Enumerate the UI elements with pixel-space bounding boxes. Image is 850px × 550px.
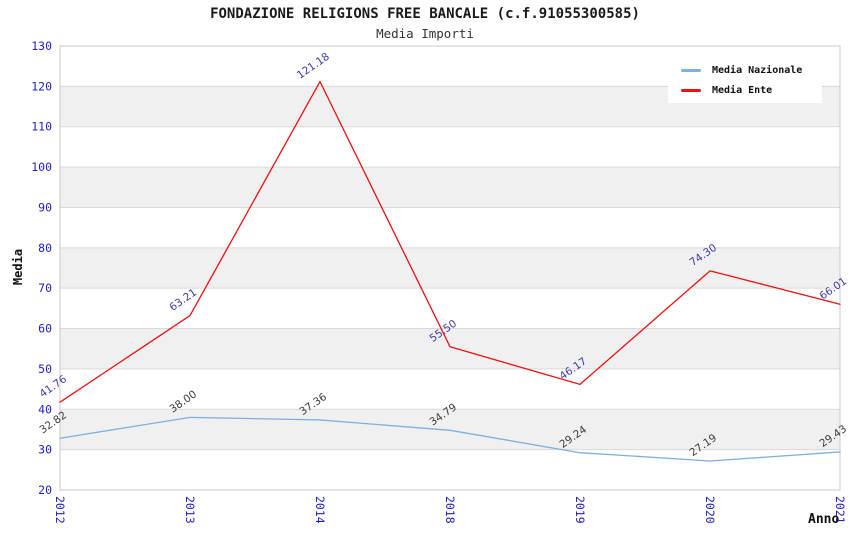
x-tick-label: 2021	[833, 496, 847, 524]
x-tick-label: 2018	[443, 496, 457, 524]
x-tick-label: 2012	[53, 496, 67, 524]
legend-item-media-nazionale: Media Nazionale	[681, 60, 822, 80]
y-tick-label: 20	[38, 483, 52, 497]
chart-title: FONDAZIONE RELIGIONS FREE BANCALE (c.f.9…	[210, 6, 640, 22]
grid-band	[60, 409, 840, 450]
y-axis-title: Media	[11, 248, 25, 286]
y-tick-label: 70	[38, 281, 52, 295]
x-tick-label: 2013	[183, 496, 197, 524]
y-tick-label: 30	[38, 443, 52, 457]
legend-swatch-media-ente	[681, 88, 701, 92]
grid-band	[60, 167, 840, 208]
y-tick-label: 60	[38, 322, 52, 336]
series-line-media-nazionale	[59, 416, 841, 462]
point-label: 63.21	[168, 287, 200, 314]
y-tick-label: 110	[31, 120, 52, 134]
plot-border	[59, 45, 841, 491]
y-tick-label: 50	[38, 362, 52, 376]
x-tick-label: 2014	[313, 496, 327, 524]
legend-label: Media Nazionale	[712, 64, 803, 76]
grid-band	[60, 247, 840, 289]
y-tick-label: 120	[31, 79, 52, 93]
point-label: 41.76	[38, 373, 70, 400]
chart-subtitle: Media Importi	[376, 26, 474, 41]
point-label: 121.18	[295, 51, 332, 82]
x-tick-label: 2020	[703, 496, 717, 524]
y-tick-label: 90	[38, 200, 52, 214]
x-tick-label: 2019	[573, 496, 587, 524]
grid-band	[60, 328, 840, 369]
y-tick-label: 130	[31, 39, 52, 53]
legend-swatch-media-nazionale	[681, 68, 701, 72]
y-tick-label: 40	[38, 402, 52, 416]
legend-item-media-ente: Media Ente	[681, 80, 822, 100]
series-line-media-ente	[59, 80, 841, 403]
x-axis-title: Anno	[808, 512, 840, 527]
legend-label: Media Ente	[712, 84, 773, 96]
y-tick-label: 100	[31, 160, 52, 174]
legend: Media Nazionale Media Ente	[668, 53, 822, 103]
y-tick-label: 80	[38, 241, 52, 255]
